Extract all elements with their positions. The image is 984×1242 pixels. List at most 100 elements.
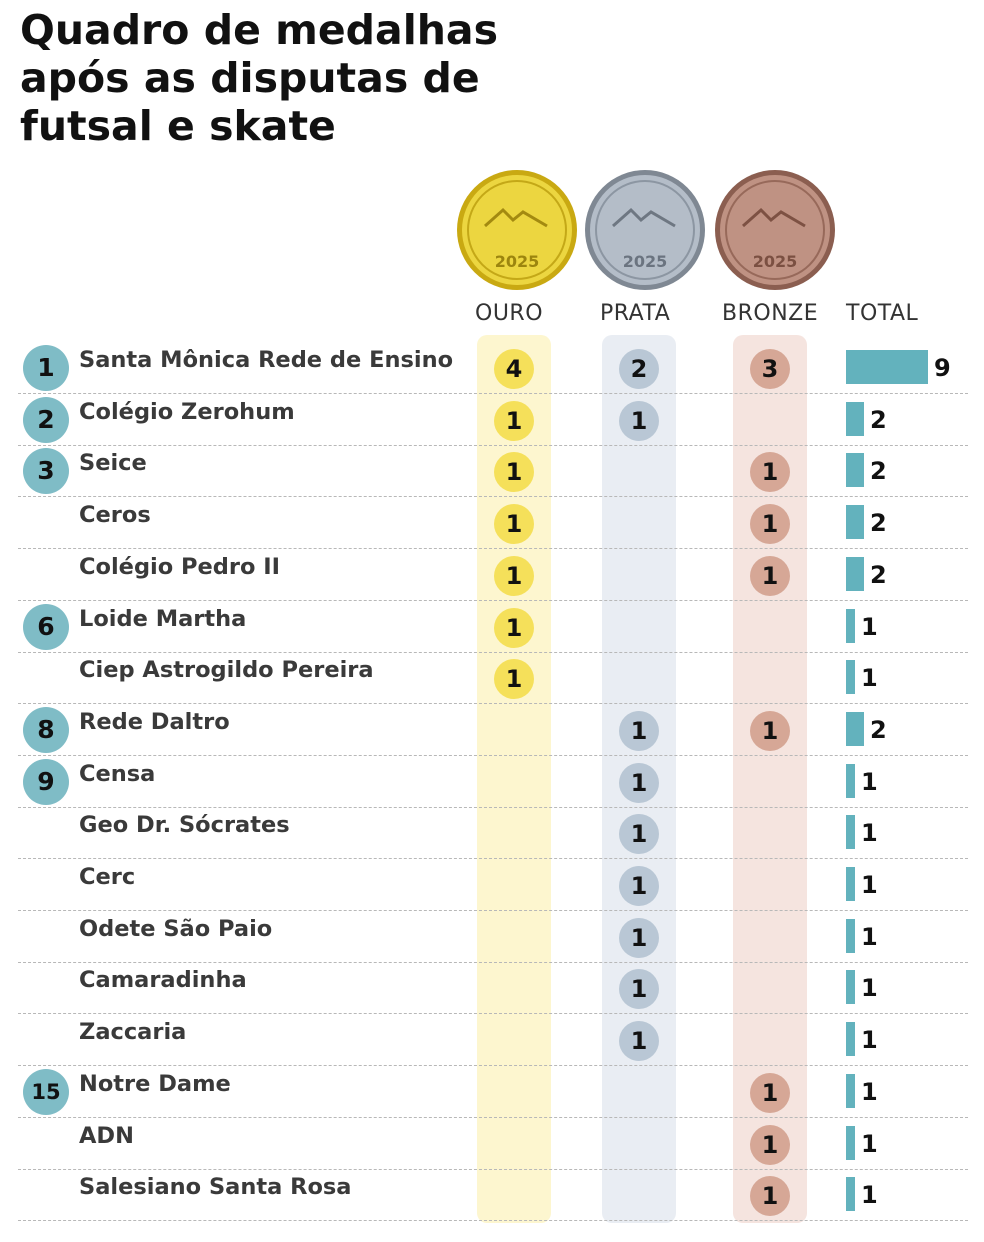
total-bar xyxy=(846,919,855,953)
table-row: 8 Rede Daltro 1 1 2 xyxy=(18,703,968,756)
bronze-count: 1 xyxy=(750,1073,790,1113)
total-value: 1 xyxy=(861,871,878,899)
table-row: Ciep Astrogildo Pereira 1 1 xyxy=(18,651,968,704)
school-name: ADN xyxy=(79,1123,134,1149)
rank-badge: 6 xyxy=(23,604,69,650)
rank-badge: 1 xyxy=(23,345,69,391)
bronze-count: 1 xyxy=(750,1176,790,1216)
silver-count: 1 xyxy=(619,814,659,854)
total-bar xyxy=(846,867,855,901)
total-value: 1 xyxy=(861,923,878,951)
school-name: Zaccaria xyxy=(79,1019,187,1045)
total-value: 9 xyxy=(934,354,951,382)
school-name: Santa Mônica Rede de Ensino xyxy=(79,347,454,373)
total-value: 1 xyxy=(861,974,878,1002)
total-bar xyxy=(846,350,928,384)
silver-medal-year: 2025 xyxy=(623,252,668,271)
total-bar xyxy=(846,815,855,849)
total-value: 1 xyxy=(861,1130,878,1158)
total-bar xyxy=(846,712,864,746)
total-value: 2 xyxy=(870,457,887,485)
gold-count: 1 xyxy=(494,504,534,544)
table-row: 1 Santa Mônica Rede de Ensino 4 2 3 9 xyxy=(18,341,968,394)
column-header-bronze: BRONZE xyxy=(722,301,819,326)
silver-medal-icon: 2025 xyxy=(585,170,705,290)
total-value: 2 xyxy=(870,406,887,434)
table-row: 2 Colégio Zerohum 1 1 2 xyxy=(18,393,968,446)
school-name: Ceros xyxy=(79,502,151,528)
table-row: Salesiano Santa Rosa 1 1 xyxy=(18,1168,968,1221)
gold-count: 1 xyxy=(494,608,534,648)
total-value: 1 xyxy=(861,613,878,641)
silver-count: 1 xyxy=(619,918,659,958)
table-row: 9 Censa 1 1 xyxy=(18,755,968,808)
gold-medal-year: 2025 xyxy=(495,252,540,271)
total-value: 1 xyxy=(861,1078,878,1106)
school-name: Geo Dr. Sócrates xyxy=(79,812,290,838)
table-row: Odete São Paio 1 1 xyxy=(18,910,968,963)
total-value: 2 xyxy=(870,561,887,589)
gold-count: 1 xyxy=(494,556,534,596)
total-bar xyxy=(846,1022,855,1056)
silver-count: 1 xyxy=(619,711,659,751)
school-name: Camaradinha xyxy=(79,967,247,993)
total-value: 1 xyxy=(861,1181,878,1209)
column-header-prata: PRATA xyxy=(600,301,671,326)
bronze-count: 1 xyxy=(750,452,790,492)
table-row: Camaradinha 1 1 xyxy=(18,961,968,1014)
school-name: Censa xyxy=(79,761,156,787)
total-bar xyxy=(846,1126,855,1160)
school-name: Colégio Zerohum xyxy=(79,399,295,425)
total-bar xyxy=(846,660,855,694)
rank-badge: 9 xyxy=(23,759,69,805)
bronze-medal-year: 2025 xyxy=(753,252,798,271)
total-value: 1 xyxy=(861,768,878,796)
total-bar xyxy=(846,453,864,487)
table-row: 15 Notre Dame 1 1 xyxy=(18,1065,968,1118)
silver-count: 1 xyxy=(619,763,659,803)
silver-count: 2 xyxy=(619,349,659,389)
school-name: Loide Martha xyxy=(79,606,247,632)
silver-count: 1 xyxy=(619,969,659,1009)
table-row: 3 Seice 1 1 2 xyxy=(18,444,968,497)
school-name: Ciep Astrogildo Pereira xyxy=(79,657,374,683)
rank-badge: 3 xyxy=(23,448,69,494)
bronze-count: 1 xyxy=(750,504,790,544)
column-header-ouro: OURO xyxy=(475,301,544,326)
total-value: 2 xyxy=(870,716,887,744)
gold-medal-icon: 2025 xyxy=(457,170,577,290)
total-bar xyxy=(846,1074,855,1108)
column-header-total: TOTAL xyxy=(846,301,919,326)
table-row: Ceros 1 1 2 xyxy=(18,496,968,549)
rank-badge: 15 xyxy=(23,1069,69,1115)
bronze-medal-icon: 2025 xyxy=(715,170,835,290)
total-bar xyxy=(846,970,855,1004)
rank-badge: 2 xyxy=(23,397,69,443)
total-value: 1 xyxy=(861,664,878,692)
total-value: 2 xyxy=(870,509,887,537)
school-name: Odete São Paio xyxy=(79,916,273,942)
gold-count: 1 xyxy=(494,452,534,492)
table-row: Cerc 1 1 xyxy=(18,858,968,911)
total-bar xyxy=(846,402,864,436)
gold-count: 4 xyxy=(494,349,534,389)
silver-count: 1 xyxy=(619,1021,659,1061)
chart-title: Quadro de medalhas após as disputas de f… xyxy=(20,6,499,150)
school-name: Rede Daltro xyxy=(79,709,230,735)
gold-count: 1 xyxy=(494,401,534,441)
table-row: 6 Loide Martha 1 1 xyxy=(18,600,968,653)
silver-count: 1 xyxy=(619,866,659,906)
table-row: Colégio Pedro II 1 1 2 xyxy=(18,548,968,601)
silver-count: 1 xyxy=(619,401,659,441)
school-name: Notre Dame xyxy=(79,1071,231,1097)
total-value: 1 xyxy=(861,819,878,847)
bronze-count: 1 xyxy=(750,1125,790,1165)
school-name: Colégio Pedro II xyxy=(79,554,281,580)
total-bar xyxy=(846,557,864,591)
total-bar xyxy=(846,609,855,643)
total-value: 1 xyxy=(861,1026,878,1054)
table-row: Geo Dr. Sócrates 1 1 xyxy=(18,806,968,859)
school-name: Cerc xyxy=(79,864,136,890)
bronze-count: 1 xyxy=(750,556,790,596)
